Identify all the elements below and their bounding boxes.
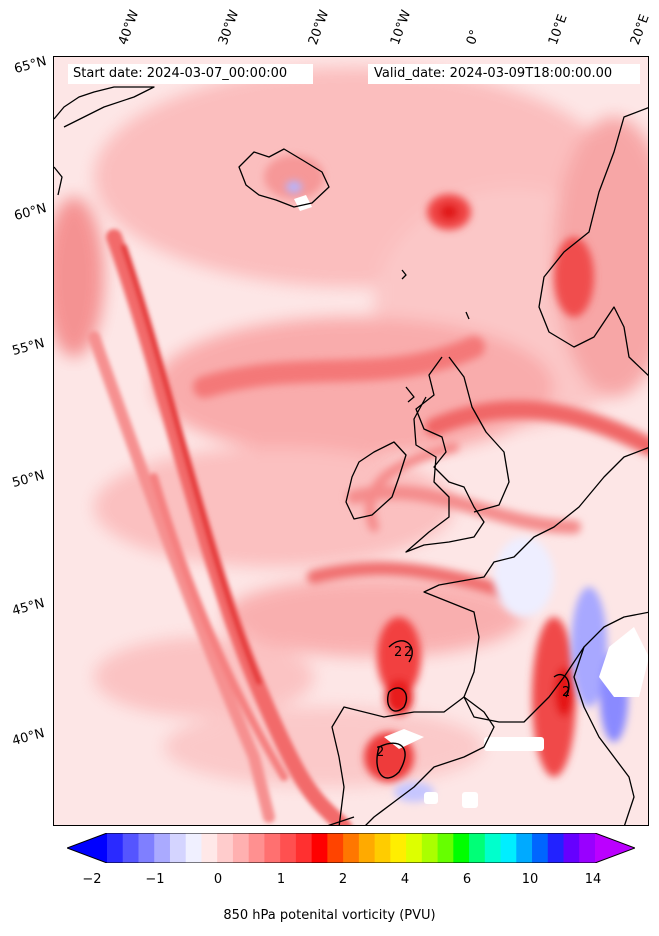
colorbar-segment <box>154 833 171 863</box>
lat-label-55n: 55°N <box>10 336 47 359</box>
colorbar-segment <box>547 833 565 863</box>
colorbar-segment <box>169 833 187 863</box>
colorbar-segment <box>248 833 265 863</box>
colorbar-segment <box>469 833 486 863</box>
lat-label-50n: 50°N <box>10 468 47 491</box>
colorbar-segment <box>185 833 202 863</box>
colorbar-title: 850 hPa potenital vorticity (PVU) <box>223 908 436 923</box>
colorbar-extend-high <box>595 833 635 863</box>
colorbar-tick-label: −1 <box>145 872 165 887</box>
colorbar-tick-label: 0 <box>213 872 223 887</box>
lon-label-10w: 10°W <box>387 8 415 47</box>
lon-label-30w: 30°W <box>215 8 243 47</box>
colorbar-tick-label: 10 <box>521 872 539 887</box>
colorbar <box>67 833 635 863</box>
colorbar-tick-label: 14 <box>584 872 602 887</box>
lon-label-20w: 20°W <box>305 8 333 47</box>
colorbar-segment <box>532 833 549 863</box>
colorbar-segment <box>500 833 517 863</box>
colorbar-segment <box>579 833 596 863</box>
colorbar-segment <box>280 833 297 863</box>
colorbar-segment <box>390 833 407 863</box>
valid-date-text: Valid_date: 2024-03-09T18:00:00.00 <box>374 66 613 81</box>
lon-label-10e: 10°E <box>545 12 571 48</box>
colorbar-segment <box>295 833 313 863</box>
colorbar-segment <box>311 833 328 863</box>
map-panel: 2 2 2 2 <box>53 56 649 826</box>
colorbar-tick-label: 4 <box>400 872 410 887</box>
colorbar-segment <box>563 833 580 863</box>
colorbar-segment <box>516 833 533 863</box>
colorbar-segment <box>484 833 502 863</box>
lat-label-60n: 60°N <box>12 201 49 224</box>
valid-date-label: Valid_date: 2024-03-09T18:00:00.00 <box>368 64 640 84</box>
lon-label-20e: 20°E <box>627 12 653 48</box>
colorbar-tick-label: 6 <box>462 872 472 887</box>
colorbar-segment <box>406 833 423 863</box>
colorbar-tick-label: −2 <box>82 872 102 887</box>
start-date-label: Start date: 2024-03-07_00:00:00 <box>68 64 313 84</box>
colorbar-segment <box>107 833 124 863</box>
colorbar-segment <box>232 833 250 863</box>
colorbar-segment <box>374 833 391 863</box>
lon-label-0: 0° <box>463 27 484 47</box>
start-date-text: Start date: 2024-03-07_00:00:00 <box>73 66 288 81</box>
colorbar-segment <box>122 833 139 863</box>
colorbar-segment <box>437 833 454 863</box>
colorbar-segment <box>217 833 234 863</box>
colorbar-tick-label: 2 <box>338 872 348 887</box>
colorbar-tick-label: 1 <box>276 872 286 887</box>
colorbar-extend-low <box>67 833 107 863</box>
contour-label: 2 <box>394 645 403 660</box>
colorbar-segment <box>138 833 155 863</box>
vorticity-field <box>54 57 648 825</box>
lat-label-65n: 65°N <box>12 54 49 77</box>
colorbar-segment <box>201 833 218 863</box>
colorbar-segment <box>453 833 470 863</box>
colorbar-segment <box>343 833 360 863</box>
lat-label-45n: 45°N <box>10 596 47 619</box>
colorbar-segment <box>327 833 344 863</box>
contour-label: 2 <box>376 745 385 760</box>
contour-label: 2 <box>404 645 413 660</box>
colorbar-segment <box>358 833 376 863</box>
contour-label: 2 <box>562 685 571 700</box>
colorbar-segment <box>421 833 439 863</box>
lat-label-40n: 40°N <box>10 726 47 749</box>
lon-label-40w: 40°W <box>115 8 143 47</box>
colorbar-segment <box>264 833 281 863</box>
